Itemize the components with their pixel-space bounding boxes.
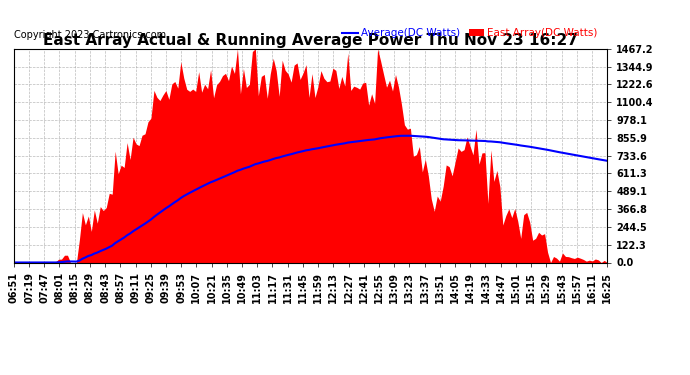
- Legend: Average(DC Watts), East Array(DC Watts): Average(DC Watts), East Array(DC Watts): [338, 24, 602, 42]
- Title: East Array Actual & Running Average Power Thu Nov 23 16:27: East Array Actual & Running Average Powe…: [43, 33, 578, 48]
- Text: Copyright 2023 Cartronics.com: Copyright 2023 Cartronics.com: [14, 30, 166, 40]
